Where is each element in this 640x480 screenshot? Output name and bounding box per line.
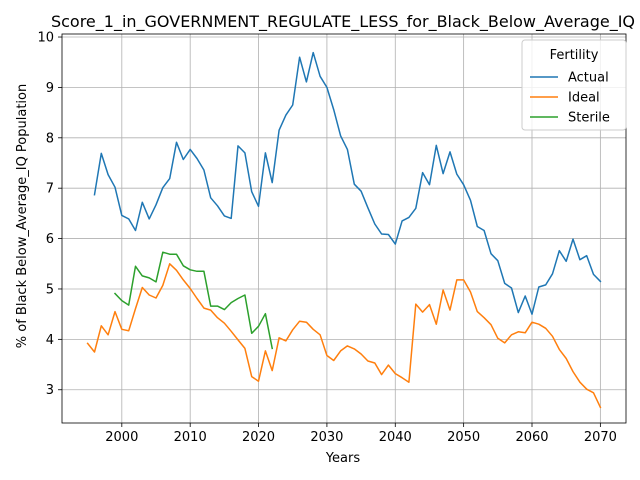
axis-ticks: 2000 2010 2020 2030 2040 2050 2060 2070 3 4 5 6 7 8 9 1… [37, 31, 616, 445]
x-tick-label: 2010 [174, 430, 207, 445]
x-tick-label: 2070 [584, 430, 617, 445]
x-tick-label: 2000 [105, 430, 138, 445]
x-tick-label: 2040 [379, 430, 412, 445]
y-axis-title: % of Black Below_Average_IQ Population [15, 84, 30, 348]
legend-items: Actual Ideal Sterile [530, 71, 610, 126]
y-tick-label: 6 [46, 232, 54, 247]
y-tick-label: 7 [46, 182, 54, 197]
legend-title: Fertility [550, 48, 599, 63]
y-tick-label: 3 [46, 383, 54, 398]
y-tick-label: 10 [37, 31, 54, 46]
legend: Fertility Actual Ideal Sterile [521, 39, 627, 131]
x-tick-label: 2060 [515, 430, 548, 445]
chart-title: Score_1_in_GOVERNMENT_REGULATE_LESS_for_… [51, 12, 635, 32]
series-layer [86, 51, 602, 409]
y-tick-label: 4 [46, 333, 54, 348]
x-tick-label: 2050 [447, 430, 480, 445]
series-line-ideal [86, 263, 602, 409]
x-axis-title: Years [325, 451, 361, 466]
y-tick-label: 8 [46, 131, 54, 146]
legend-label-ideal: Ideal [568, 91, 600, 106]
plot-frame [61, 33, 627, 424]
legend-box [521, 39, 627, 131]
x-tick-label: 2020 [242, 430, 275, 445]
series-line-sterile [113, 251, 274, 350]
x-tick-label: 2030 [310, 430, 343, 445]
legend-label-actual: Actual [568, 71, 609, 86]
legend-label-sterile: Sterile [568, 111, 610, 126]
y-tick-label: 5 [46, 282, 54, 297]
y-tick-label: 9 [46, 81, 54, 96]
series-line-actual [93, 51, 602, 315]
